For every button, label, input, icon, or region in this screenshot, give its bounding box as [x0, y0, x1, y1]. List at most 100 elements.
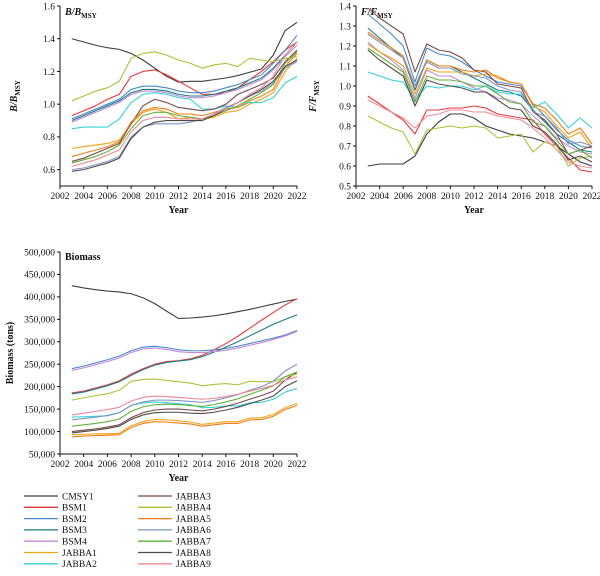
y-tick-label: 350,000: [24, 316, 55, 326]
series-line-jabba8: [71, 59, 298, 172]
y-tick-label: 300,000: [24, 338, 55, 348]
legend-label-jabba9: JABBA9: [176, 560, 211, 570]
x-tick-label: 2022: [288, 460, 307, 470]
panel-title-sub: MSY: [377, 12, 393, 20]
panel-b-bmsy: 0.6 0.8 1.0 1.2 1.4 1.6 2002 2004 2006 2008 2010 20…: [9, 2, 307, 216]
x-tick-label: 2022: [583, 192, 600, 202]
legend-label-jabba5: JABBA5: [176, 515, 211, 525]
x-tick-label: 2006: [394, 192, 413, 202]
series-line-bsm1: [367, 95, 593, 173]
y-tick-label: 1.0: [339, 82, 351, 92]
x-tick-label: 2002: [51, 460, 70, 470]
x-tick-label: 2006: [98, 192, 117, 202]
series-line-bsm2: [71, 35, 298, 120]
y-tick-label: 1.6: [43, 2, 55, 12]
y-axis-label-sub: MSY: [313, 80, 321, 96]
series-line-jabba3: [71, 49, 298, 162]
legend-label-bsm1: BSM1: [62, 504, 87, 514]
x-tick-label: 2020: [264, 192, 283, 202]
y-tick-label: 450,000: [24, 271, 55, 281]
x-tick-label: 2010: [441, 192, 460, 202]
x-tick-label: 2018: [240, 192, 259, 202]
series-line-jabba7: [367, 47, 593, 159]
series-line-jabba5: [71, 53, 298, 158]
x-axis-label: Year: [169, 205, 190, 216]
series-line-jabba3: [71, 371, 298, 433]
series-line-bsm4: [71, 330, 298, 372]
series-line-bsm2: [367, 13, 593, 149]
y-axis-label-main: F/F: [308, 95, 319, 112]
y-tick-label: 0.9: [339, 102, 351, 112]
series-line-cmsy1: [71, 21, 298, 83]
y-tick-label: 250,000: [24, 361, 55, 371]
legend-label-jabba8: JABBA8: [176, 549, 211, 559]
y-axis-label-main: B/B: [9, 95, 20, 112]
y-tick-label: 0.7: [339, 142, 351, 152]
legend-label-jabba4: JABBA4: [176, 504, 211, 514]
x-tick-label: 2004: [74, 460, 93, 470]
x-tick-label: 2020: [559, 192, 578, 202]
series-line-jabba9: [367, 99, 593, 169]
y-tick-label: 0.6: [339, 162, 351, 172]
series-line-jabba2: [71, 75, 298, 130]
series-line-jabba1: [71, 402, 298, 436]
series-line-jabba1: [367, 43, 593, 149]
x-tick-label: 2012: [465, 192, 484, 202]
legend-label-jabba7: JABBA7: [176, 538, 211, 548]
y-tick-label: 200,000: [24, 383, 55, 393]
series-line-jabba6: [71, 61, 298, 171]
y-tick-label: 0.8: [339, 122, 351, 132]
legend-label-jabba1: JABBA1: [62, 549, 97, 559]
x-tick-label: 2018: [240, 460, 259, 470]
series-line-jabba5: [367, 31, 593, 145]
y-tick-label: 1.2: [43, 68, 55, 78]
y-tick-label: 1.4: [339, 2, 351, 12]
panel-title: F/FMSY: [360, 7, 393, 20]
x-tick-label: 2018: [535, 192, 554, 202]
series-line-bsm4: [71, 44, 298, 123]
y-tick-label: 1.3: [339, 22, 351, 32]
x-tick-label: 2008: [417, 192, 436, 202]
series-line-jabba7: [71, 51, 298, 164]
y-axis-label: Biomass (tons): [5, 322, 16, 385]
x-tick-label: 2004: [370, 192, 389, 202]
y-tick-label: 1.1: [339, 62, 351, 72]
y-tick-label: 1.2: [339, 42, 351, 52]
y-axis-label: F/FMSY: [308, 80, 321, 113]
panel-title-sub: MSY: [81, 12, 97, 20]
x-tick-label: 2010: [145, 192, 164, 202]
legend-label-bsm2: BSM2: [62, 515, 87, 525]
legend-label-jabba3: JABBA3: [176, 492, 211, 502]
x-tick-label: 2020: [264, 460, 283, 470]
series-line-bsm1: [71, 41, 298, 117]
legend-label-bsm3: BSM3: [62, 526, 87, 536]
series-line-bsm1: [71, 298, 298, 394]
x-tick-label: 2002: [347, 192, 366, 202]
panel-title: Biomass: [65, 252, 101, 263]
y-tick-label: 50,000: [29, 450, 55, 460]
panel-title-main: B/B: [64, 7, 81, 18]
panel-title-main: F/F: [360, 7, 377, 18]
x-tick-label: 2014: [193, 460, 212, 470]
panel-biomass: 50,000 100,000 150,000 200,000 250,000 300,00…: [5, 248, 307, 484]
x-tick-label: 2016: [216, 460, 235, 470]
x-tick-label: 2022: [288, 192, 307, 202]
x-tick-label: 2008: [122, 460, 141, 470]
x-tick-label: 2014: [193, 192, 212, 202]
y-tick-label: 400,000: [24, 293, 55, 303]
x-tick-label: 2006: [98, 460, 117, 470]
series-line-bsm4: [367, 41, 593, 155]
legend-label-jabba2: JABBA2: [62, 560, 97, 570]
series-line-bsm3: [71, 314, 298, 395]
x-tick-label: 2004: [74, 192, 93, 202]
series-line-jabba2: [367, 71, 593, 129]
y-axis-label-sub: MSY: [14, 80, 22, 96]
y-tick-label: 0.5: [339, 182, 351, 192]
x-axis-label: Year: [169, 473, 190, 484]
series-line-jabba4: [367, 115, 593, 167]
y-axis-label: B/BMSY: [9, 80, 22, 113]
series-line-jabba8: [367, 49, 593, 163]
x-tick-label: 2010: [145, 460, 164, 470]
x-axis-label: Year: [464, 205, 485, 216]
